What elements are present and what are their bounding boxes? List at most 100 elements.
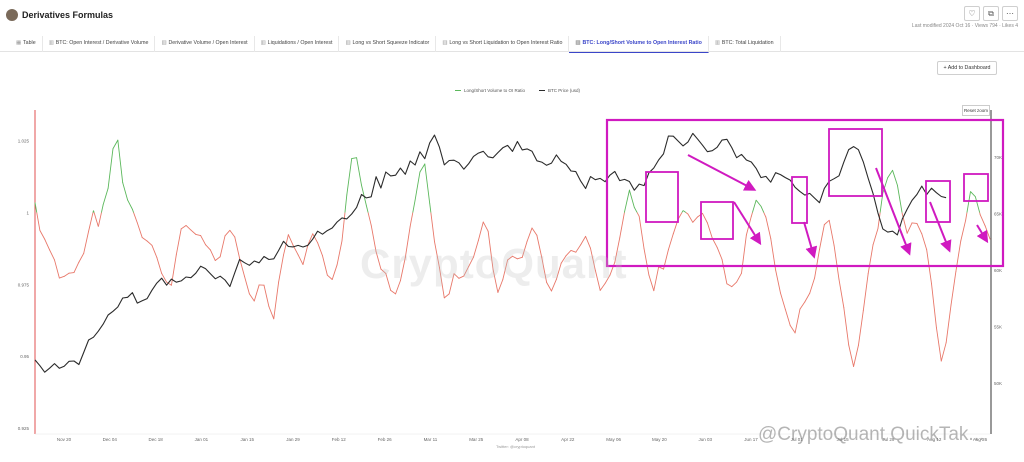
ratio-segment [477,221,484,241]
y-right-tick: 50K [994,381,1002,386]
ratio-segment [146,240,153,246]
tab-liquidations-oi[interactable]: ▥ Liquidations / Open Interest [255,36,340,52]
x-tick: Dec 04 [103,437,118,442]
legend-item-price[interactable]: BTC Price (usd) [539,88,580,93]
ratio-segment [200,235,206,246]
ratio-segment [960,219,967,242]
ratio-segment [862,272,869,311]
cryptoquant-watermark: CryptoQuant [360,240,628,287]
tab-squeeze-indicator[interactable]: ▥ Long vs Short Squeeze Indicator [339,36,437,52]
ratio-segment [399,257,406,282]
ratio-segment [136,222,143,238]
ratio-segment [430,212,435,242]
ratio-segment [935,327,942,362]
ratio-segment [636,212,640,217]
ratio-segment [619,212,625,239]
tab-table[interactable]: ▦ Table [10,36,43,52]
ratio-segment [253,284,260,302]
ratio-segment [521,240,528,258]
ratio-segment [244,275,250,295]
reset-zoom-button[interactable]: Reset zoom [962,105,990,116]
header-actions: ♡ ⧉ ⋯ [964,6,1018,21]
y-right-tick: 60K [994,268,1002,273]
ratio-segment [624,189,630,213]
ratio-segment [736,272,742,283]
ratio-segment [966,191,971,213]
ratio-segment [653,266,660,292]
ratio-segment [234,236,241,259]
ratio-segment [794,308,801,334]
more-button[interactable]: ⋯ [1002,6,1018,21]
ratio-segment [763,212,767,218]
tab-oi-derivative-volume[interactable]: ▥ BTC: Open Interest / Derivative Volume [43,36,156,52]
ratio-segment [823,219,830,226]
ratio-segment [317,242,323,257]
ratio-segment [195,233,202,236]
ratio-segment [151,244,158,258]
ratio-segment [560,255,567,264]
legend-item-ratio[interactable]: Long/Short Volume to OI Ratio [455,88,525,93]
tab-label: BTC: Long/Short Volume to Open Interest … [582,40,702,46]
y-left-tick: 1.025 [18,139,30,144]
ratio-segment [658,266,664,270]
ratio-segment [127,199,133,210]
ratio-segment [424,163,431,204]
ratio-segment [434,241,440,268]
tab-derivative-volume-oi[interactable]: ▥ Derivative Volume / Open Interest [155,36,255,52]
ratio-segment [141,237,148,242]
ratio-segment [752,200,757,213]
ratio-segment [638,215,645,250]
ratio-segment [209,249,216,261]
tab-liquidation-oi-ratio[interactable]: ▥ Long vs Short Liquidation to Open Inter… [436,36,570,52]
ratio-segment [833,244,840,280]
ratio-segment [268,306,275,320]
x-tick: Jan 01 [195,437,209,442]
ratio-segment [892,169,898,186]
ratio-segment [702,212,708,224]
ratio-segment [877,212,881,229]
ratio-segment [487,230,494,270]
ratio-segment [867,244,874,274]
ratio-segment [887,169,894,179]
add-to-dashboard-button[interactable]: + Add to Dashboard [937,61,997,75]
ratio-segment [541,256,548,283]
ratio-segment [214,256,221,261]
top-bar: Derivatives Formulas ♡ ⧉ ⋯ Last modified… [0,0,1024,32]
annotation-box [828,128,883,197]
ratio-segment [156,256,163,274]
legend-swatch [455,90,461,91]
ratio-segment [219,235,226,258]
ratio-segment [361,184,367,206]
ratio-segment [54,259,60,279]
x-tick: Nov 20 [57,437,72,442]
annotation-arrow [803,221,818,259]
ratio-segment [39,229,46,240]
ratio-segment [185,225,192,231]
ratio-segment [604,274,611,284]
ratio-segment [190,229,197,235]
like-button[interactable]: ♡ [964,6,980,21]
tab-total-liquidation[interactable]: ▥ BTC: Total Liquidation [709,36,781,52]
ratio-segment [331,264,338,280]
ratio-segment [970,191,976,198]
annotation-arrow [875,167,912,256]
copy-button[interactable]: ⧉ [983,6,999,21]
legend-label: BTC Price (usd) [548,88,581,93]
x-tick: Jun 17 [744,437,758,442]
annotation-box [645,171,679,223]
x-tick: Aug 26 [973,437,988,442]
x-tick: Feb 12 [332,437,347,442]
ratio-segment [453,273,460,279]
ratio-segment [599,283,606,291]
chart-icon: ▥ [48,40,54,46]
ratio-segment [716,246,723,260]
ratio-segment [512,255,518,260]
tab-long-short-volume-oi[interactable]: ▥ BTC: Long/Short Volume to Open Interest… [569,36,709,53]
annotation-box [791,176,808,224]
x-tick: Jul 29 [882,437,895,442]
page-title: Derivatives Formulas [22,10,114,20]
ratio-segment [911,222,918,224]
ratio-segment [412,200,416,213]
x-tick: Dec 18 [148,437,163,442]
ratio-segment [248,293,255,302]
